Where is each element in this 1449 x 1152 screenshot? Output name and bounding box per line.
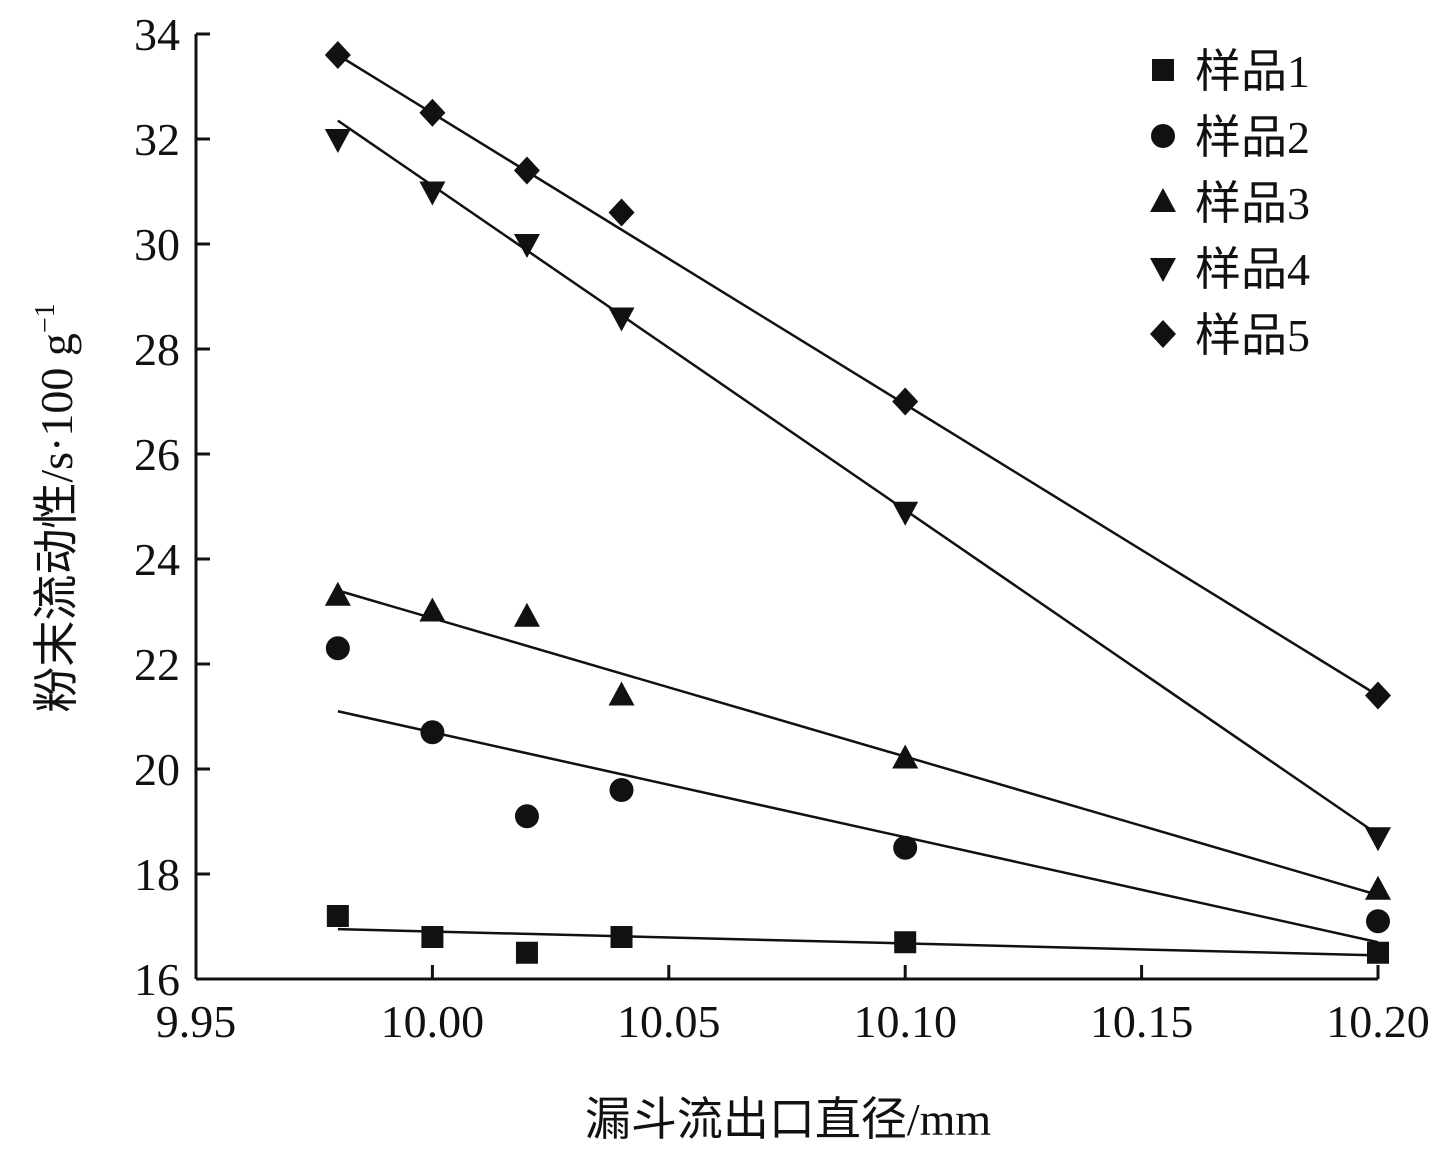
data-point-series-1 bbox=[326, 905, 349, 927]
y-tick-label: 32 bbox=[134, 114, 180, 165]
data-point-series-5 bbox=[513, 156, 540, 185]
y-tick-label: 26 bbox=[134, 429, 180, 480]
data-points bbox=[324, 41, 1391, 964]
y-tick-label: 30 bbox=[134, 219, 180, 270]
data-point-series-5 bbox=[608, 198, 635, 227]
x-tick-label: 10.05 bbox=[617, 996, 721, 1047]
data-point-series-5 bbox=[419, 98, 446, 127]
legend-label-4: 样品4 bbox=[1195, 244, 1310, 295]
data-point-series-1 bbox=[421, 926, 444, 948]
x-tick-label: 10.00 bbox=[381, 996, 485, 1047]
data-point-series-4 bbox=[324, 129, 351, 153]
data-point-series-4 bbox=[513, 234, 540, 258]
y-tick-label: 20 bbox=[134, 744, 180, 795]
fit-line-series-4 bbox=[337, 119, 1379, 836]
fit-line-series-3 bbox=[337, 589, 1379, 897]
data-point-series-1 bbox=[1367, 941, 1389, 964]
data-point-series-1 bbox=[894, 931, 917, 954]
fit-line-series-1 bbox=[337, 927, 1379, 957]
x-tick-label: 10.20 bbox=[1326, 996, 1430, 1047]
fit-lines bbox=[337, 53, 1379, 957]
data-point-series-3 bbox=[419, 597, 446, 622]
y-tick-label: 24 bbox=[134, 534, 180, 585]
axes: 9.95 10.00 10.05 10.10 10.15 10.20 16 18 20 22 24 2… bbox=[134, 9, 1430, 1047]
legend-label-3: 样品3 bbox=[1195, 178, 1310, 229]
data-point-series-4 bbox=[608, 307, 635, 332]
x-tick-label: 10.10 bbox=[853, 996, 957, 1047]
data-point-series-5 bbox=[324, 41, 351, 69]
fit-line-series-2 bbox=[337, 710, 1379, 944]
x-tick-label: 10.15 bbox=[1090, 996, 1194, 1047]
y-tick-label: 28 bbox=[134, 324, 180, 375]
legend-label-1: 样品1 bbox=[1195, 46, 1310, 97]
legend-marker-1 bbox=[1152, 59, 1174, 81]
data-point-series-2 bbox=[893, 835, 918, 860]
y-tick-label: 22 bbox=[134, 639, 180, 690]
data-point-series-5 bbox=[892, 387, 919, 416]
legend-marker-4 bbox=[1150, 258, 1176, 282]
y-tick-label: 16 bbox=[134, 954, 180, 1005]
y-axis-title-superscript: −1 bbox=[30, 303, 61, 333]
svg-text:粉末流动性/s·100 g−1: 粉末流动性/s·100 g−1 bbox=[30, 303, 82, 712]
legend: 样品1 样品2 样品3 样品4 样品5 bbox=[1150, 46, 1310, 361]
data-point-series-4 bbox=[419, 181, 446, 206]
data-point-series-4 bbox=[1365, 827, 1391, 852]
data-point-series-2 bbox=[325, 636, 350, 661]
legend-label-5: 样品5 bbox=[1195, 310, 1310, 361]
data-point-series-2 bbox=[1366, 909, 1390, 934]
data-point-series-5 bbox=[1365, 681, 1391, 710]
data-point-series-1 bbox=[515, 941, 538, 964]
legend-marker-3 bbox=[1150, 188, 1176, 212]
data-point-series-3 bbox=[1365, 875, 1391, 900]
data-point-series-3 bbox=[892, 744, 919, 769]
y-tick-label: 34 bbox=[134, 9, 180, 60]
data-point-series-2 bbox=[609, 778, 634, 802]
data-point-series-3 bbox=[608, 681, 635, 706]
data-point-series-4 bbox=[892, 501, 919, 526]
data-point-series-3 bbox=[513, 602, 540, 627]
y-tick-label: 18 bbox=[134, 849, 180, 900]
data-point-series-2 bbox=[420, 720, 445, 745]
legend-marker-5 bbox=[1150, 320, 1176, 348]
data-point-series-1 bbox=[610, 926, 633, 948]
y-axis-title: 粉末流动性/s·100 g−1 bbox=[30, 303, 82, 712]
data-point-series-2 bbox=[514, 804, 539, 829]
legend-label-2: 样品2 bbox=[1195, 112, 1310, 163]
x-axis-title: 漏斗流出口直径/mm bbox=[585, 1094, 992, 1145]
x-tick-label: 9.95 bbox=[156, 996, 237, 1047]
legend-marker-2 bbox=[1151, 124, 1175, 148]
fit-line-series-5 bbox=[337, 53, 1379, 697]
y-axis-title-main: 粉末流动性/s·100 g bbox=[31, 333, 82, 713]
data-point-series-3 bbox=[324, 581, 351, 606]
